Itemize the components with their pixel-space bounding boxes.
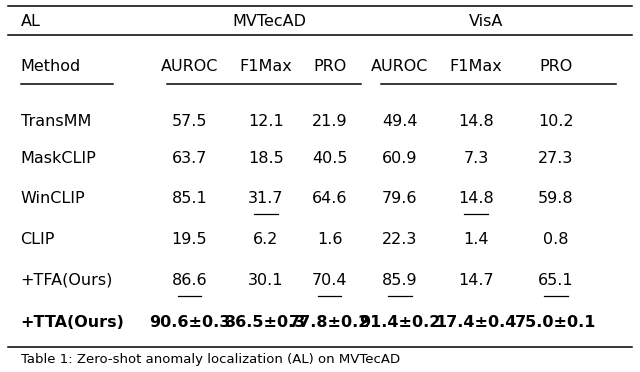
Text: 86.6: 86.6	[172, 273, 207, 288]
Text: 10.2: 10.2	[538, 114, 573, 129]
Text: TransMM: TransMM	[20, 114, 91, 129]
Text: 18.5: 18.5	[248, 151, 284, 166]
Text: 79.6: 79.6	[382, 192, 417, 206]
Text: AUROC: AUROC	[371, 58, 428, 74]
Text: CLIP: CLIP	[20, 232, 55, 247]
Text: 70.4: 70.4	[312, 273, 348, 288]
Text: PRO: PRO	[539, 58, 572, 74]
Text: +TTA(Ours): +TTA(Ours)	[20, 315, 124, 330]
Text: 85.1: 85.1	[172, 192, 207, 206]
Text: 40.5: 40.5	[312, 151, 348, 166]
Text: MaskCLIP: MaskCLIP	[20, 151, 96, 166]
Text: 90.6±0.3: 90.6±0.3	[148, 315, 230, 330]
Text: 91.4±0.2: 91.4±0.2	[359, 315, 440, 330]
Text: F1Max: F1Max	[239, 58, 292, 74]
Text: 60.9: 60.9	[382, 151, 417, 166]
Text: 7.3: 7.3	[463, 151, 489, 166]
Text: 21.9: 21.9	[312, 114, 348, 129]
Text: 36.5±0.3: 36.5±0.3	[225, 315, 307, 330]
Text: F1Max: F1Max	[450, 58, 502, 74]
Text: 75.0±0.1: 75.0±0.1	[515, 315, 596, 330]
Text: 1.4: 1.4	[463, 232, 489, 247]
Text: PRO: PRO	[313, 58, 346, 74]
Text: 64.6: 64.6	[312, 192, 348, 206]
Text: AL: AL	[20, 14, 40, 29]
Text: 85.9: 85.9	[382, 273, 417, 288]
Text: 22.3: 22.3	[382, 232, 417, 247]
Text: 77.8±0.2: 77.8±0.2	[289, 315, 371, 330]
Text: AUROC: AUROC	[161, 58, 218, 74]
Text: 19.5: 19.5	[172, 232, 207, 247]
Text: 6.2: 6.2	[253, 232, 278, 247]
Text: 31.7: 31.7	[248, 192, 284, 206]
Text: Table 1: Zero-shot anomaly localization (AL) on MVTecAD: Table 1: Zero-shot anomaly localization …	[20, 353, 399, 366]
Text: MVTecAD: MVTecAD	[232, 14, 306, 29]
Text: 30.1: 30.1	[248, 273, 284, 288]
Text: 1.6: 1.6	[317, 232, 342, 247]
Text: VisA: VisA	[468, 14, 503, 29]
Text: 14.7: 14.7	[458, 273, 494, 288]
Text: 57.5: 57.5	[172, 114, 207, 129]
Text: 17.4±0.4: 17.4±0.4	[435, 315, 517, 330]
Text: Method: Method	[20, 58, 81, 74]
Text: +TFA(Ours): +TFA(Ours)	[20, 273, 113, 288]
Text: 59.8: 59.8	[538, 192, 573, 206]
Text: 63.7: 63.7	[172, 151, 207, 166]
Text: 14.8: 14.8	[458, 114, 494, 129]
Text: WinCLIP: WinCLIP	[20, 192, 85, 206]
Text: 65.1: 65.1	[538, 273, 573, 288]
Text: 0.8: 0.8	[543, 232, 568, 247]
Text: 27.3: 27.3	[538, 151, 573, 166]
Text: 49.4: 49.4	[382, 114, 417, 129]
Text: 12.1: 12.1	[248, 114, 284, 129]
Text: 14.8: 14.8	[458, 192, 494, 206]
